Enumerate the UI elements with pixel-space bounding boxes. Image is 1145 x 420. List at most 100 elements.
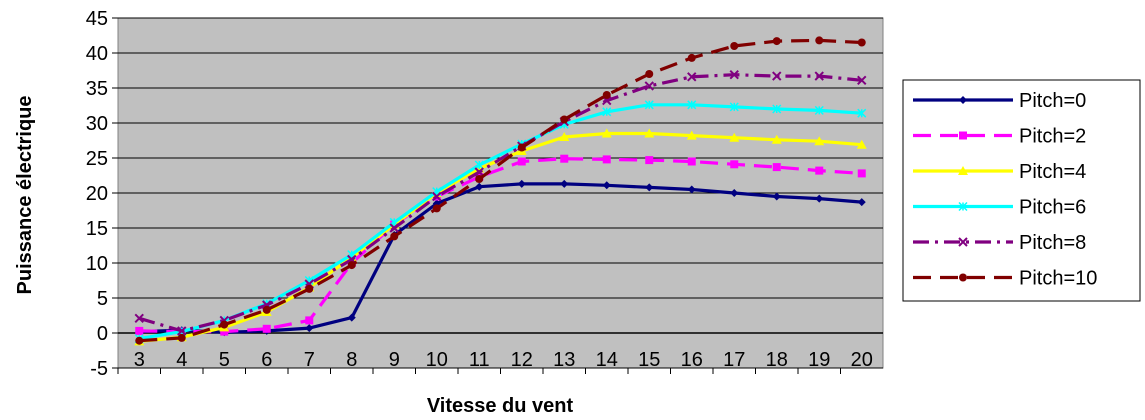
x-tick-label: 19: [808, 349, 830, 371]
data-point: [730, 42, 739, 50]
x-tick-label: 6: [261, 349, 272, 371]
legend-marker: [959, 96, 967, 104]
y-axis-title: Puissance électrique: [14, 96, 36, 295]
x-tick-label: 3: [134, 349, 145, 371]
data-point: [772, 163, 781, 172]
x-tick-label: 16: [681, 349, 703, 371]
series-line: [139, 182, 862, 334]
y-tick-label: 25: [86, 148, 108, 170]
y-tick-label: 45: [86, 8, 108, 30]
legend: Pitch=0 Pitch=2 Pitch=4 Pitch=6 Pitch=8 Pitch…: [902, 79, 1141, 302]
data-point: [134, 313, 144, 324]
data-point: [772, 71, 782, 81]
legend-label: Pitch=8: [1019, 232, 1086, 254]
data-point: [730, 160, 739, 169]
data-point: [772, 192, 781, 201]
legend-box: [902, 79, 1141, 302]
legend-item: Pitch=2: [913, 126, 1086, 148]
x-tick-label: 9: [389, 349, 400, 371]
x-tick-label: 14: [596, 349, 618, 371]
data-point: [814, 105, 824, 115]
data-point: [686, 130, 697, 140]
data-point: [305, 316, 314, 325]
data-point: [644, 128, 655, 138]
data-point: [815, 194, 824, 203]
series-pitch-10: [135, 36, 866, 345]
x-axis-title: Vitesse du vent: [427, 395, 574, 417]
x-tick-label: 18: [766, 349, 788, 371]
data-point: [857, 75, 867, 86]
x-tick-label: 7: [304, 349, 315, 371]
data-point: [560, 115, 569, 124]
legend-item: Pitch=8: [913, 232, 1086, 254]
x-tick-label: 13: [553, 349, 575, 371]
data-point: [220, 320, 229, 329]
legend-item: Pitch=6: [913, 197, 1086, 219]
data-point: [432, 191, 442, 202]
data-point: [687, 157, 696, 166]
data-point: [645, 183, 654, 192]
x-tick-label: 12: [511, 349, 533, 371]
x-tick-label: 11: [469, 349, 490, 371]
data-point: [772, 37, 781, 46]
data-point: [602, 181, 611, 190]
data-point: [729, 132, 740, 142]
data-point: [814, 136, 825, 146]
data-point: [262, 324, 271, 333]
legend-item: Pitch=10: [913, 268, 1097, 290]
data-point: [475, 182, 484, 191]
data-point: [559, 132, 570, 141]
x-tick-label: 17: [723, 349, 745, 371]
legend-item: Pitch=0: [913, 90, 1086, 112]
data-point: [560, 179, 569, 188]
data-point: [390, 232, 399, 241]
x-tick-label: 5: [219, 349, 230, 371]
x-tick-label: 20: [851, 349, 873, 371]
data-point: [560, 154, 569, 163]
x-tick-label: 8: [346, 349, 357, 371]
data-point: [475, 175, 484, 183]
data-point: [389, 223, 399, 233]
data-point: [856, 139, 867, 149]
data-point: [305, 324, 314, 333]
data-point: [644, 100, 654, 110]
data-point: [857, 169, 866, 178]
legend-marker: [959, 131, 967, 140]
data-point: [135, 326, 144, 335]
data-point: [517, 179, 526, 188]
series-line: [139, 157, 862, 334]
data-point: [601, 128, 612, 138]
y-tick-label: 40: [86, 43, 108, 65]
data-point: [347, 261, 356, 270]
legend-label: Pitch=2: [1019, 126, 1086, 148]
data-point: [771, 134, 782, 144]
y-tick-label: 35: [86, 78, 108, 100]
series-line: [139, 38, 862, 343]
legend-label: Pitch=4: [1019, 161, 1086, 183]
data-point: [602, 91, 611, 99]
legend-label: Pitch=6: [1019, 197, 1086, 219]
data-point: [772, 104, 782, 114]
data-point: [815, 36, 824, 45]
y-tick-label: 15: [86, 218, 108, 240]
y-tick-label: 20: [86, 183, 108, 205]
data-point: [177, 326, 187, 336]
legend-marker: [958, 166, 968, 175]
legend-label: Pitch=10: [1019, 268, 1097, 290]
data-point: [432, 204, 441, 213]
data-point: [517, 157, 526, 166]
data-point: [262, 305, 271, 314]
x-tick-label: 4: [176, 349, 187, 371]
data-point: [730, 189, 739, 197]
x-tick-label: 10: [426, 349, 448, 371]
legend-marker: [958, 237, 968, 247]
data-point: [814, 71, 824, 81]
data-point: [602, 107, 612, 117]
data-point: [857, 38, 866, 47]
data-point: [474, 167, 484, 177]
data-point: [729, 69, 739, 80]
data-point: [687, 72, 697, 82]
legend-marker: [958, 201, 968, 212]
data-point: [815, 166, 824, 175]
